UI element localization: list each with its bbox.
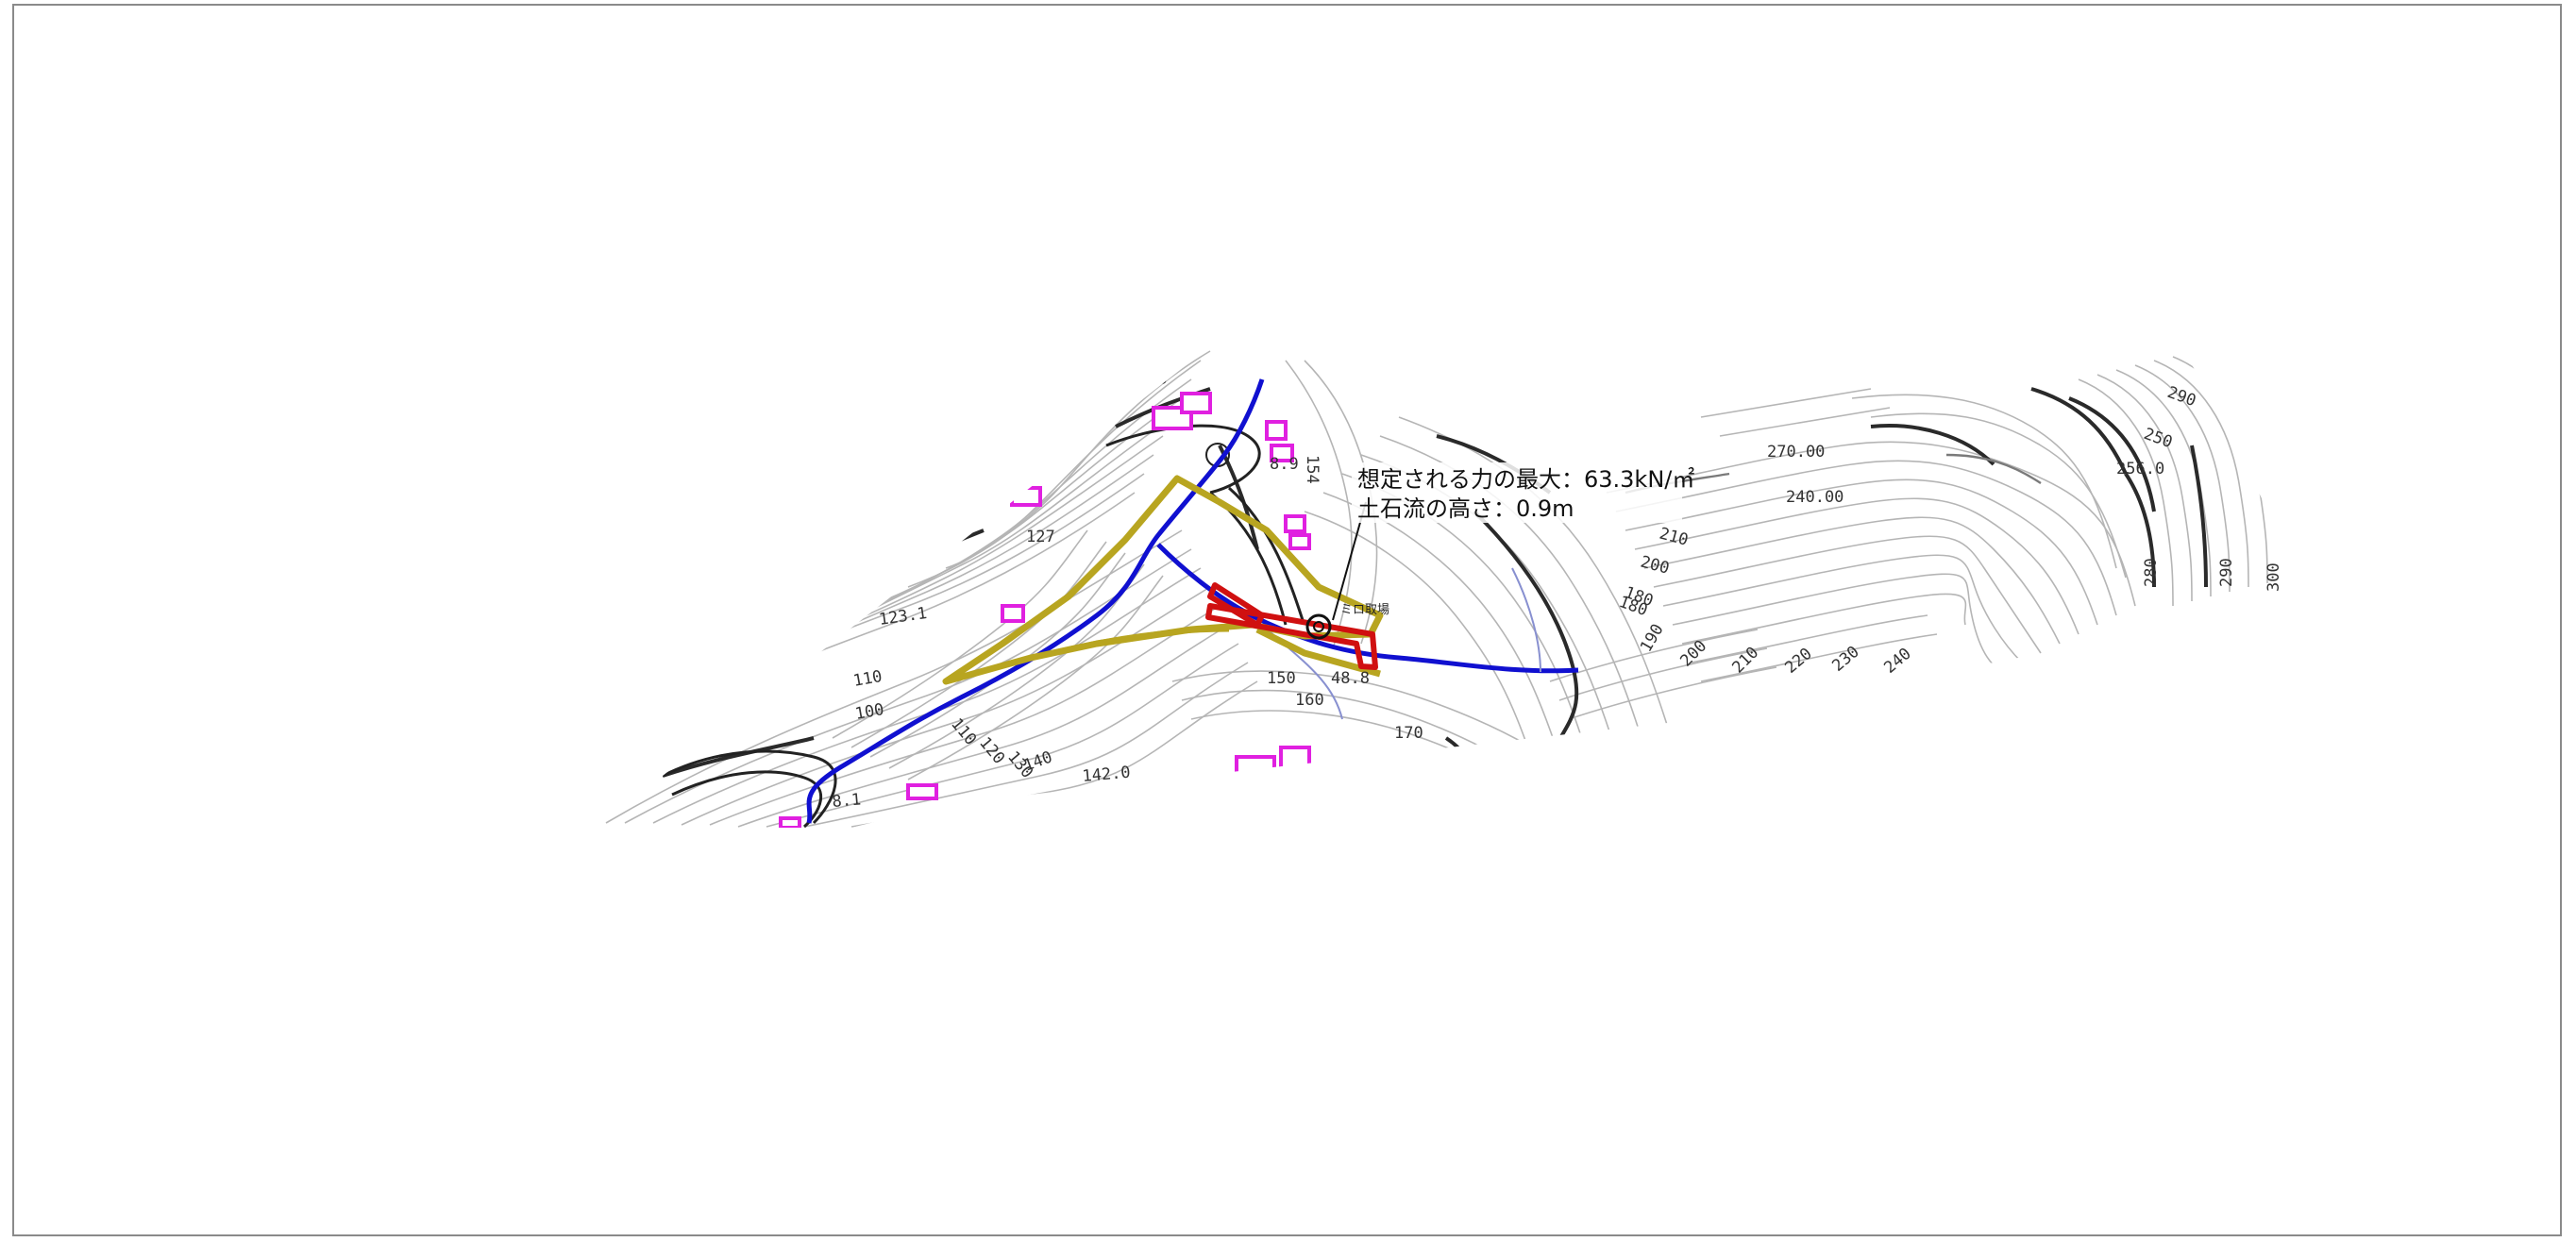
check-dam-structure bbox=[1205, 582, 1378, 670]
minor-contours-east bbox=[1549, 356, 2268, 720]
hazard-zone bbox=[942, 475, 1384, 685]
elevation-label: 110 bbox=[851, 667, 884, 691]
elevation-label: 240 bbox=[1880, 645, 1914, 678]
elevation-label: 48.8 bbox=[1331, 669, 1370, 688]
building-outline bbox=[1235, 755, 1276, 783]
elevation-label: 170 bbox=[1394, 724, 1423, 743]
building-outline bbox=[1180, 392, 1212, 414]
elevation-label: 250 bbox=[2141, 425, 2175, 452]
elevation-label: 280 bbox=[2142, 558, 2161, 587]
building-outline bbox=[1010, 486, 1042, 507]
hazard-zone-outline bbox=[942, 475, 1384, 685]
elevation-label: 140 bbox=[1021, 747, 1055, 775]
elevation-label: 123.1 bbox=[878, 604, 928, 629]
building-outline bbox=[1128, 359, 1149, 370]
building-outline bbox=[1567, 783, 1599, 800]
elevation-label: 230 bbox=[1828, 643, 1862, 676]
stream-line bbox=[1156, 543, 1579, 674]
map-frame: 150 123.1 110 100 110 120 130 140 142.0 … bbox=[12, 4, 2562, 1236]
elevation-label: 142.0 bbox=[1082, 764, 1132, 786]
building-outline bbox=[1331, 793, 1355, 812]
annotation-backdrop bbox=[1352, 462, 1682, 523]
elevation-label: 256.0 bbox=[2116, 460, 2164, 478]
building-outline bbox=[1288, 533, 1311, 550]
building-outline bbox=[1189, 788, 1221, 811]
minor-contours-central bbox=[1171, 360, 1674, 822]
elevation-label: 210 bbox=[1658, 525, 1691, 550]
elevation-label: 110 bbox=[947, 714, 980, 748]
building-outline bbox=[779, 816, 801, 828]
streams bbox=[806, 378, 1579, 824]
elevation-label: 160 bbox=[1295, 691, 1324, 710]
elevation-label: 220 bbox=[1781, 645, 1815, 678]
building-outline bbox=[1449, 802, 1500, 817]
elevation-label: 240.00 bbox=[1786, 488, 1844, 507]
elevation-label: 8.9 bbox=[1270, 455, 1299, 474]
stream-line bbox=[806, 378, 1265, 824]
building-outline bbox=[1279, 746, 1311, 787]
max-force-annotation: 想定される力の最大：63.3kN/㎡ bbox=[1357, 466, 1694, 493]
building-outline bbox=[1265, 420, 1288, 441]
building-outline bbox=[906, 783, 938, 800]
building-outline bbox=[1284, 514, 1306, 533]
elevation-label: 290 bbox=[2217, 558, 2236, 587]
elevation-labels: 150 123.1 110 100 110 120 130 140 142.0 … bbox=[832, 369, 2283, 812]
topographic-map: 150 123.1 110 100 110 120 130 140 142.0 … bbox=[605, 350, 2283, 828]
contour-layer: 150 123.1 110 100 110 120 130 140 142.0 … bbox=[605, 350, 2283, 828]
site-label: ミロ取場 bbox=[1340, 603, 1389, 617]
flow-height-annotation: 土石流の高さ：0.9m bbox=[1357, 495, 1574, 522]
elevation-label: 8.1 bbox=[832, 790, 862, 812]
building-outline bbox=[1270, 444, 1294, 462]
building-outline bbox=[1213, 802, 1236, 819]
elevation-label: 200 bbox=[1639, 553, 1672, 579]
elevation-label: 100 bbox=[853, 700, 885, 724]
elevation-label: 127 bbox=[1026, 528, 1055, 546]
elevation-label: 150 bbox=[1267, 669, 1296, 688]
elevation-label: 300 bbox=[2265, 562, 2283, 592]
building-outline bbox=[1001, 604, 1025, 623]
elevation-label: 270.00 bbox=[1767, 443, 1825, 462]
elevation-label: 154 bbox=[1303, 455, 1322, 484]
elevation-label: 150 bbox=[1137, 369, 1169, 392]
